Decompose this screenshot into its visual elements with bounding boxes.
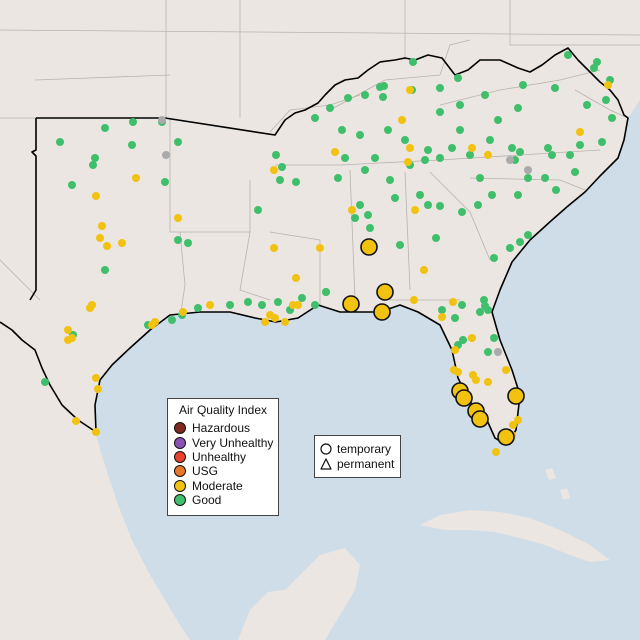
hazardous-swatch [174,422,186,435]
monitor-type-item-temporary: temporary [315,441,400,456]
aqi-legend-item-usg: USG [168,464,278,478]
aqi-legend-item-unhealthy: Unhealthy [168,450,278,464]
monitor-type-item-permanent: permanent [315,456,400,471]
aqi-legend-label: Unhealthy [192,449,247,464]
aqi-legend-label: Moderate [192,478,243,493]
aqi-legend-item-moderate: Moderate [168,479,278,493]
good-swatch [174,494,186,507]
no-data-monitors [158,116,532,356]
moderate-temporary-monitors [342,238,525,446]
moderate-swatch [174,479,186,492]
land-cuba [420,510,610,562]
aqi-legend-label: USG [192,464,219,479]
very-unhealthy-swatch [174,436,186,449]
aqi-legend-label: Hazardous [192,421,251,436]
triangle-icon [320,457,332,470]
aqi-legend-label: Very Unhealthy [192,435,274,450]
land-bahamas [545,468,570,500]
aqi-legend-item-good: Good [168,493,278,507]
monitor-type-label: temporary [337,441,392,456]
usg-swatch [174,465,186,478]
aqi-legend: Air Quality Index Hazardous Very Unhealt… [167,398,279,516]
state-borders [0,0,640,319]
unhealthy-swatch [174,450,186,463]
land-yucatan [238,548,360,640]
monitor-type-legend: temporary permanent [314,435,401,478]
aqi-legend-title: Air Quality Index [178,403,268,417]
aqi-legend-item-very-unhealthy: Very Unhealthy [168,435,278,450]
circle-icon [320,442,332,455]
aqi-legend-item-hazardous: Hazardous [168,421,278,435]
aqi-legend-label: Good [192,493,222,508]
monitor-type-label: permanent [337,456,395,471]
moderate-monitors [64,81,612,456]
